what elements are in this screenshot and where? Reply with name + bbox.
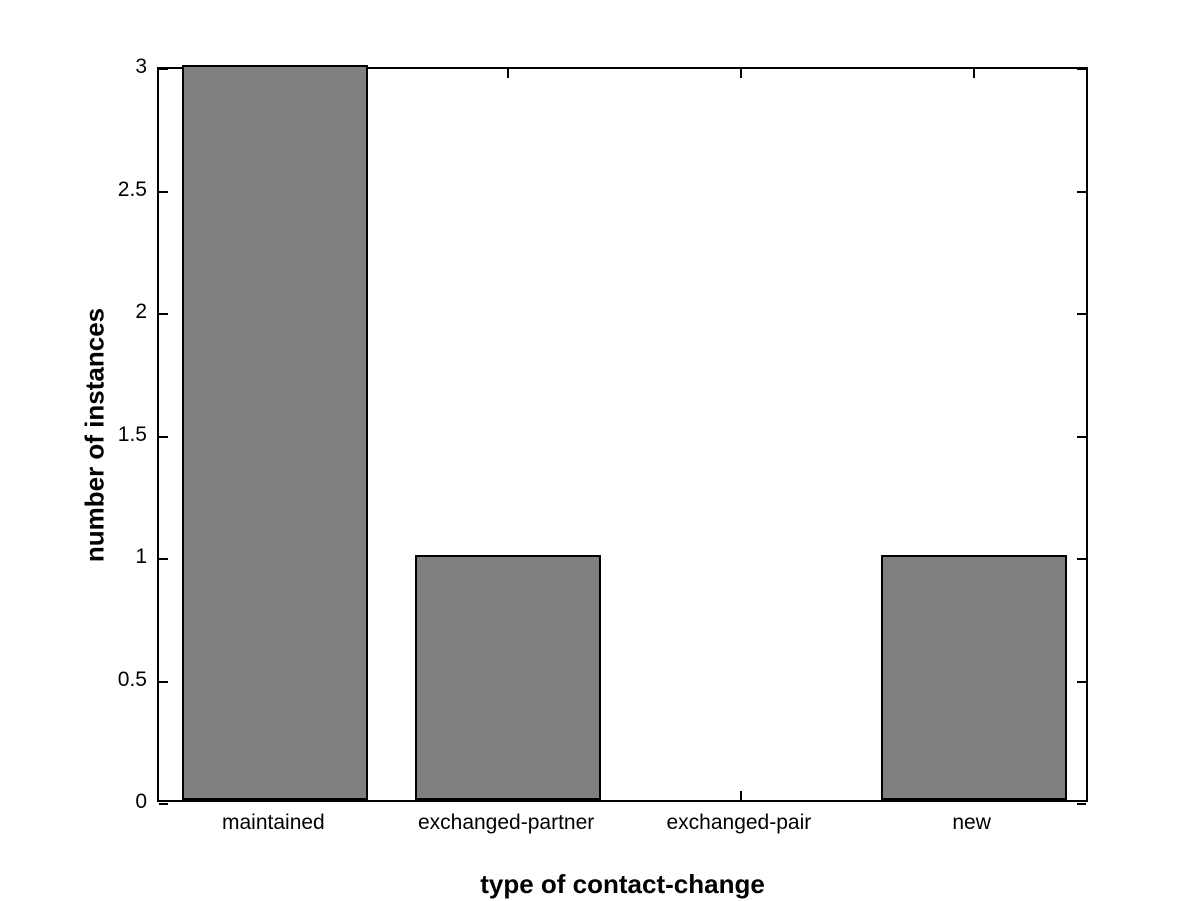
y-tick-mark [159, 680, 168, 683]
y-tick-mark [159, 190, 168, 193]
y-tick-mark [159, 558, 168, 560]
x-tick-label: maintained [222, 811, 325, 834]
y-tick-label: 0 [135, 790, 147, 813]
y-tick-mark [159, 435, 168, 438]
y-tick-label: 1.5 [117, 422, 147, 446]
y-tick-mark [1077, 803, 1086, 805]
y-tick-label: 0.5 [117, 667, 147, 691]
y-tick-mark [1077, 435, 1086, 438]
y-tick-label: 2 [135, 300, 147, 323]
x-tick-mark [507, 69, 510, 78]
y-tick-mark [159, 68, 168, 70]
x-axis-label: type of contact-change [480, 869, 765, 899]
y-tick-mark [1077, 558, 1086, 560]
x-tick-label: exchanged-partner [417, 811, 595, 834]
bar-exchanged-partner [415, 555, 602, 800]
bar-new [880, 555, 1067, 800]
x-tick-mark [739, 69, 742, 78]
x-tick-label: exchanged-pair [666, 811, 812, 834]
y-tick-mark [1077, 68, 1086, 70]
y-tick-label: 3 [135, 55, 147, 78]
x-tick-mark [972, 69, 975, 78]
bar-maintained [182, 65, 369, 800]
y-tick-mark [1077, 680, 1086, 683]
plot-area [157, 65, 1088, 805]
y-tick-mark [1077, 190, 1086, 193]
y-tick-mark [159, 313, 168, 315]
x-tick-mark [739, 791, 742, 800]
y-tick-label: 2.5 [117, 177, 147, 201]
y-tick-label: 1 [135, 545, 147, 568]
x-tick-label: new [952, 811, 991, 834]
y-tick-mark [1077, 313, 1086, 315]
y-tick-mark [159, 803, 168, 805]
